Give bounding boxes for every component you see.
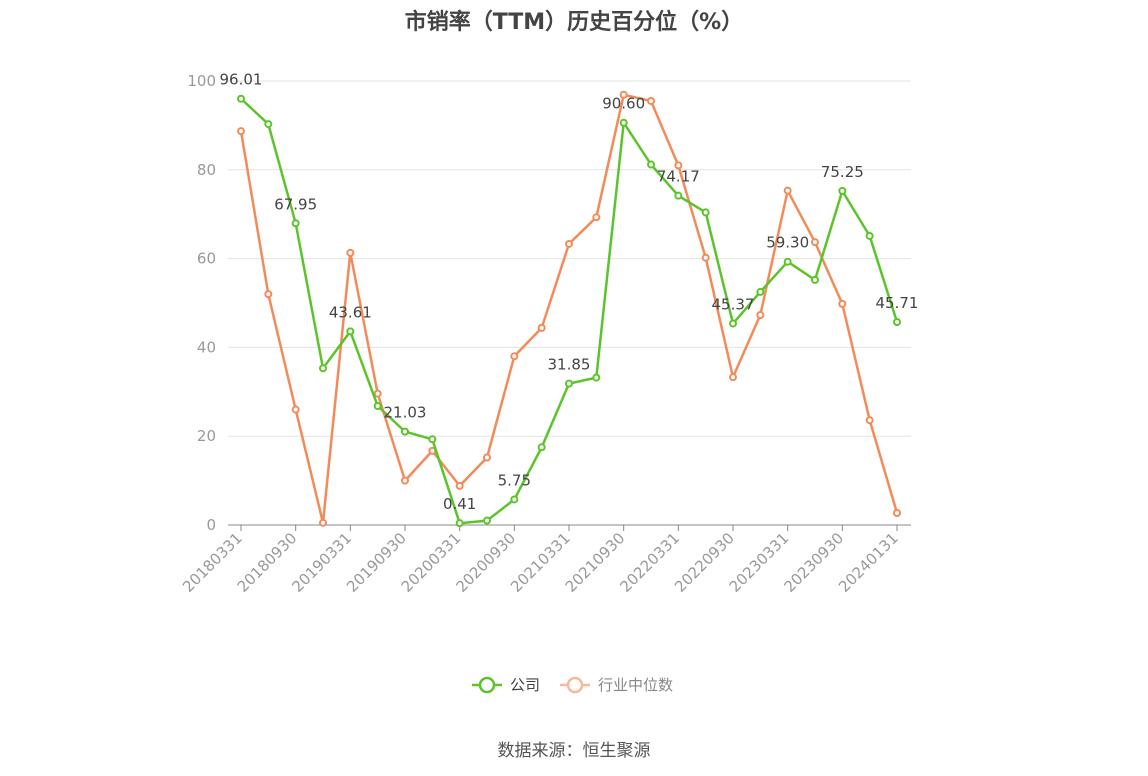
data-point-1: [537, 323, 546, 332]
data-label: 43.61: [329, 303, 372, 321]
data-point-1: [619, 90, 628, 99]
data-point-0: [264, 120, 273, 129]
data-point-0: [565, 379, 573, 388]
data-point-0: [237, 94, 245, 103]
data-label: 74.17: [657, 168, 700, 186]
data-point-0: [674, 191, 683, 200]
y-tick-label: 40: [197, 338, 216, 356]
legend-label-0: 公司: [510, 676, 540, 694]
data-point-1: [592, 213, 601, 222]
data-point-1: [264, 290, 273, 299]
data-point-1: [510, 352, 519, 361]
data-point-1: [893, 509, 901, 518]
data-point-1: [729, 373, 737, 382]
data-point-1: [701, 253, 710, 262]
chart-title: 市销率（TTM）历史百分位（%）: [404, 10, 744, 35]
data-label: 5.75: [498, 471, 531, 489]
y-tick-label: 80: [197, 161, 216, 179]
data-point-1: [647, 96, 655, 105]
data-point-1: [811, 238, 819, 247]
data-label: 90.60: [602, 95, 645, 113]
y-tick-label: 20: [197, 427, 216, 445]
data-point-1: [865, 416, 874, 425]
data-point-0: [729, 319, 737, 328]
data-label: 75.25: [821, 163, 864, 181]
y-tick-label: 100: [187, 72, 216, 90]
legend-marker-1: [566, 676, 584, 694]
data-point-1: [838, 299, 847, 308]
data-point-0: [838, 186, 847, 195]
y-tick-label: 60: [197, 250, 216, 268]
data-point-1: [783, 186, 792, 195]
data-point-0: [510, 495, 519, 504]
data-point-0: [455, 519, 464, 528]
data-point-0: [811, 275, 819, 284]
data-point-1: [401, 476, 409, 485]
data-point-1: [756, 310, 765, 319]
data-point-1: [674, 161, 683, 170]
y-tick-label: 0: [206, 516, 216, 534]
data-point-0: [783, 257, 792, 266]
data-point-0: [483, 516, 491, 525]
data-label: 45.71: [876, 294, 919, 312]
data-point-0: [893, 318, 901, 327]
data-point-0: [619, 118, 628, 127]
data-point-0: [647, 160, 655, 169]
data-label: 45.37: [712, 296, 755, 314]
data-point-1: [346, 248, 355, 257]
data-point-0: [291, 219, 300, 228]
data-label: 31.85: [548, 356, 591, 374]
data-point-0: [701, 208, 710, 217]
data-point-1: [455, 481, 464, 490]
data-label: 59.30: [766, 234, 809, 252]
data-source: 数据来源：恒生聚源: [497, 741, 651, 761]
data-label: 67.95: [274, 195, 317, 213]
data-point-0: [592, 373, 601, 382]
data-point-0: [373, 402, 382, 411]
data-point-0: [401, 427, 409, 436]
data-point-1: [291, 405, 300, 414]
legend-label-1: 行业中位数: [598, 676, 673, 694]
data-point-0: [319, 364, 327, 373]
data-point-1: [483, 453, 491, 462]
data-point-1: [373, 389, 382, 398]
data-point-1: [565, 239, 573, 248]
data-point-0: [537, 443, 546, 452]
data-point-0: [865, 231, 874, 240]
x-tick-label: 20240131: [835, 529, 902, 596]
data-label: 0.41: [443, 495, 476, 513]
data-point-0: [756, 287, 765, 296]
data-point-1: [237, 127, 245, 136]
data-point-0: [346, 327, 355, 336]
data-label: 96.01: [220, 71, 263, 89]
data-point-1: [319, 518, 327, 527]
legend-marker-0: [478, 676, 496, 694]
data-label: 21.03: [384, 404, 427, 422]
data-point-0: [428, 435, 437, 444]
